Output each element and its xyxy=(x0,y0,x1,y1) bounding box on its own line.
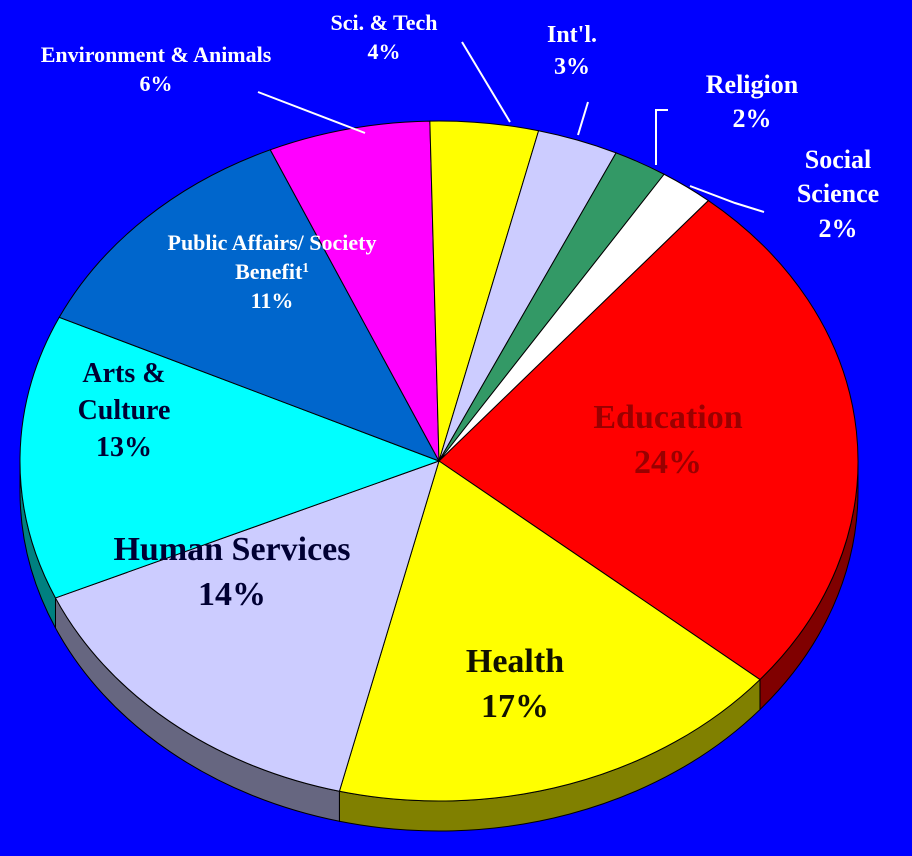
value-label: 6% xyxy=(139,71,173,97)
slice-label: Human Services 14% xyxy=(112,528,352,618)
value-label: 4% xyxy=(367,39,401,65)
category-name: Arts & Culture xyxy=(77,358,171,426)
slice-label: Education 24% xyxy=(518,396,818,486)
value-label: 17% xyxy=(481,687,549,725)
footnote-marker: 1 xyxy=(302,259,309,275)
slice-label: Int'l. 3% xyxy=(522,20,622,83)
pie-tops xyxy=(19,120,859,802)
category-name: Environment & Animals xyxy=(40,42,272,67)
category-name: Public Affairs/ Society Benefit xyxy=(167,230,377,285)
category-name: Sci. & Tech xyxy=(330,10,438,35)
slice-label: Arts & Culture 13% xyxy=(49,356,199,467)
leader-lines xyxy=(257,41,765,213)
slice xyxy=(19,316,441,599)
slice xyxy=(338,460,761,802)
slice-label: Health 17% xyxy=(390,640,640,730)
category-name: Social Science xyxy=(796,145,880,209)
leader-line xyxy=(655,109,668,165)
leader-line xyxy=(461,41,511,123)
category-name: Religion xyxy=(705,70,799,99)
pie-sides xyxy=(19,460,859,832)
leader-line xyxy=(689,185,765,213)
category-name: Int'l. xyxy=(546,22,597,48)
category-name: Education xyxy=(593,399,743,436)
value-label: 13% xyxy=(96,431,152,463)
value-label: 14% xyxy=(198,575,266,613)
value-label: 2% xyxy=(732,104,772,134)
slice-label: Social Science 2% xyxy=(773,143,903,246)
category-name: Human Services xyxy=(113,531,351,568)
leader-line xyxy=(257,91,366,134)
category-name: Health xyxy=(465,643,565,680)
slice-label: Public Affairs/ Society Benefit1 11% xyxy=(137,228,407,315)
slice-label: Sci. & Tech 4% xyxy=(284,8,484,66)
value-label: 24% xyxy=(634,443,702,481)
value-label: 11% xyxy=(250,288,294,314)
leader-line xyxy=(577,101,589,136)
slice xyxy=(58,149,441,462)
value-label: 3% xyxy=(554,53,590,80)
slice xyxy=(438,199,859,681)
slice-label: Environment & Animals 6% xyxy=(36,40,276,98)
slice xyxy=(438,173,710,462)
value-label: 2% xyxy=(818,213,858,243)
slice-label: Religion 2% xyxy=(672,68,832,137)
slice xyxy=(54,460,440,792)
slice xyxy=(269,120,440,462)
